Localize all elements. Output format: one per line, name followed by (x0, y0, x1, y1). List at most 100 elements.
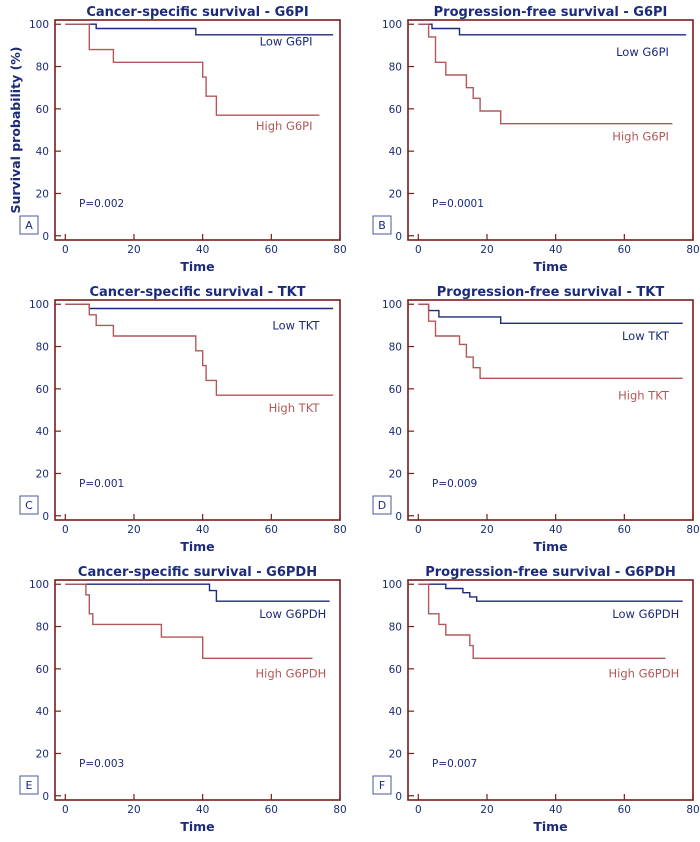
y-tick-label: 0 (42, 511, 49, 523)
series-line-low (418, 303, 683, 324)
panel-letter: C (25, 499, 33, 512)
y-tick-label: 40 (36, 146, 49, 158)
chart-title: Progression-free survival - G6PI (434, 5, 668, 20)
y-tick-label: 40 (36, 706, 49, 718)
y-tick-label: 60 (36, 664, 49, 676)
chart-panel-d: Progression-free survival - TKT 0 20 40 60 80… (372, 285, 700, 554)
x-tick-label: 0 (415, 524, 422, 536)
panel-letter-box (19, 215, 39, 235)
x-tick-label: 20 (127, 524, 140, 536)
y-tick-label: 100 (382, 19, 402, 31)
series-line-low (65, 303, 334, 310)
y-tick-label: 20 (36, 188, 49, 200)
p-value: P=0.003 (79, 758, 124, 770)
series-line-high (65, 303, 334, 396)
series-line-low (65, 23, 334, 36)
x-tick-label: 20 (127, 804, 140, 816)
series-label-low: Low G6PI (260, 34, 313, 48)
chart-panel-a: Cancer-specific survival - G6PI 0 20 40 60 80… (8, 5, 347, 274)
x-tick-label: 80 (333, 524, 346, 536)
x-axis-label: Time (180, 819, 214, 834)
y-tick-label: 60 (36, 104, 49, 116)
y-tick-label: 40 (389, 426, 402, 438)
x-tick-label: 0 (62, 524, 69, 536)
y-tick-label: 100 (29, 579, 49, 591)
y-axis-label: Survival probability (%) (8, 46, 23, 213)
p-value: P=0.002 (79, 198, 124, 210)
series-label-low: Low TKT (622, 329, 670, 343)
chart-title: Cancer-specific survival - TKT (89, 285, 305, 300)
x-tick-label: 20 (480, 804, 493, 816)
y-tick-label: 80 (36, 62, 49, 74)
p-value: P=0.001 (79, 478, 124, 490)
y-tick-label: 20 (389, 748, 402, 760)
x-tick-label: 40 (549, 244, 562, 256)
plot-frame (407, 19, 694, 241)
y-tick-label: 40 (389, 706, 402, 718)
x-tick-label: 40 (549, 804, 562, 816)
p-value: P=0.0001 (432, 198, 484, 210)
series-label-high: High TKT (618, 388, 670, 402)
panel-letter: F (379, 779, 385, 792)
x-tick-label: 80 (333, 804, 346, 816)
plot-frame (54, 19, 341, 241)
x-axis-label: Time (533, 819, 567, 834)
y-tick-label: 60 (389, 104, 402, 116)
x-tick-label: 80 (686, 524, 699, 536)
series-line-low (418, 583, 683, 602)
y-tick-label: 100 (382, 579, 402, 591)
x-tick-label: 60 (618, 804, 631, 816)
y-tick-label: 0 (395, 231, 402, 243)
panel-letter: B (378, 219, 386, 232)
chart-title: Progression-free survival - G6PDH (425, 565, 676, 580)
x-tick-label: 60 (265, 524, 278, 536)
chart-panel-e: Cancer-specific survival - G6PDH 0 20 40 60 8… (19, 565, 347, 834)
panel-letter: D (378, 499, 386, 512)
y-tick-label: 80 (389, 622, 402, 634)
x-tick-label: 60 (618, 244, 631, 256)
panel-letter: A (25, 219, 33, 232)
series-line-high (65, 583, 313, 659)
panel-letter-box (19, 775, 39, 795)
y-tick-label: 20 (389, 188, 402, 200)
y-tick-label: 80 (36, 342, 49, 354)
x-tick-label: 60 (265, 244, 278, 256)
series-label-low: Low G6PDH (612, 607, 679, 621)
chart-title: Cancer-specific survival - G6PDH (78, 565, 317, 580)
plot-frame (407, 579, 694, 801)
y-tick-label: 40 (36, 426, 49, 438)
x-tick-label: 80 (333, 244, 346, 256)
y-tick-label: 60 (389, 664, 402, 676)
plot-frame (54, 579, 341, 801)
x-axis-label: Time (533, 539, 567, 554)
chart-panel-c: Cancer-specific survival - TKT 0 20 40 60 80 1… (19, 285, 347, 554)
y-tick-label: 40 (389, 146, 402, 158)
series-label-high: High G6PDH (608, 666, 679, 680)
x-tick-label: 60 (618, 524, 631, 536)
x-tick-label: 80 (686, 244, 699, 256)
plot-frame (54, 299, 341, 521)
panel-letter-box (372, 775, 392, 795)
chart-panel-b: Progression-free survival - G6PI 0 20 40 60 8… (372, 5, 700, 274)
x-tick-label: 0 (62, 244, 69, 256)
series-label-low: Low G6PDH (259, 607, 326, 621)
y-tick-label: 80 (36, 622, 49, 634)
panel-letter-box (372, 215, 392, 235)
panel-letter-box (372, 495, 392, 515)
chart-panel-f: Progression-free survival - G6PDH 0 20 40 60… (372, 565, 700, 834)
y-tick-label: 20 (36, 468, 49, 480)
series-label-low: Low G6PI (616, 45, 669, 59)
x-axis-label: Time (180, 539, 214, 554)
series-label-high: High TKT (269, 401, 321, 415)
x-axis-label: Time (180, 259, 214, 274)
x-tick-label: 40 (196, 524, 209, 536)
y-tick-label: 100 (29, 299, 49, 311)
y-tick-label: 0 (42, 231, 49, 243)
y-tick-label: 80 (389, 62, 402, 74)
y-tick-label: 100 (29, 19, 49, 31)
series-line-high (418, 303, 683, 379)
panel-letter-box (19, 495, 39, 515)
p-value: P=0.009 (432, 478, 477, 490)
y-tick-label: 0 (395, 511, 402, 523)
